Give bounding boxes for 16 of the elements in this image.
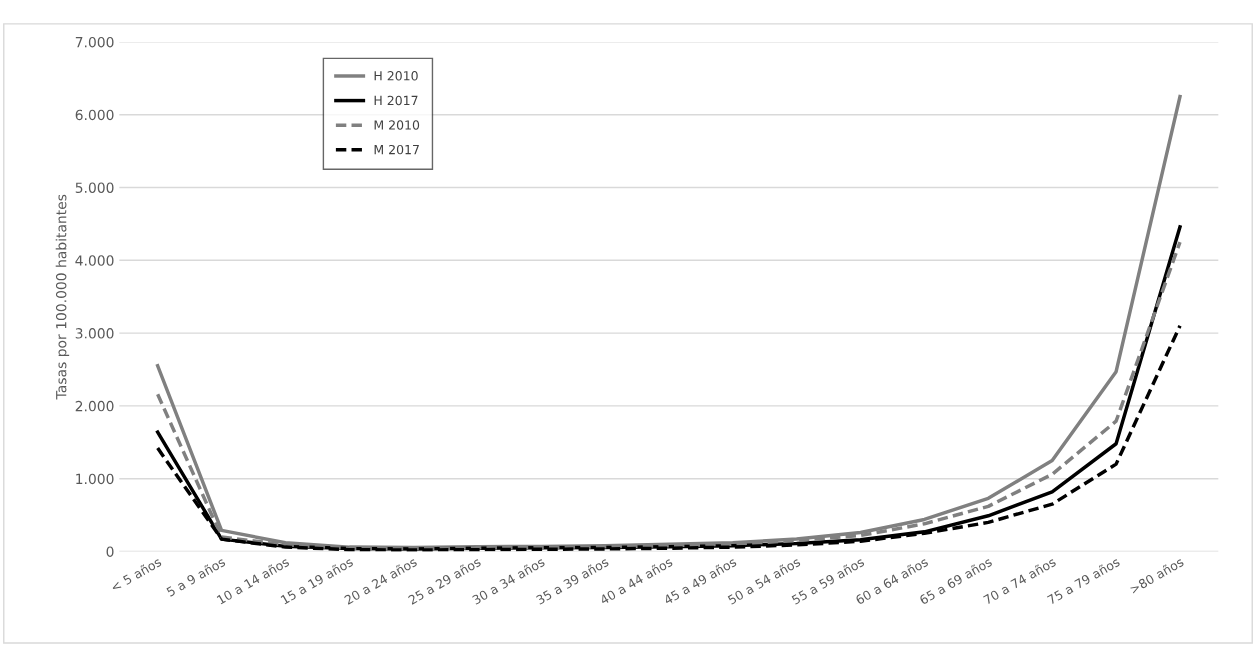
y-tick-label: 2.000 xyxy=(75,400,114,412)
legend-label: H 2017 xyxy=(374,95,418,106)
y-tick-label: 4.000 xyxy=(75,255,114,266)
x-tick-label: < 5 años xyxy=(110,556,162,593)
legend-label: M 2010 xyxy=(374,120,420,130)
legend-label: M 2017 xyxy=(374,144,419,155)
y-tick-label: 7.000 xyxy=(75,36,114,48)
y-axis-title: Tasas por 100.000 habitantes xyxy=(55,194,70,400)
y-tick-label: 1.000 xyxy=(76,473,114,485)
y-tick-label: 3.000 xyxy=(75,328,114,339)
y-tick-label: 6.000 xyxy=(75,109,114,121)
line-series xyxy=(155,94,1182,550)
x-tick-label: >80 años xyxy=(1128,556,1185,595)
y-tick-label: 5.000 xyxy=(75,182,114,193)
y-tick-label: 0 xyxy=(106,546,114,557)
legend-label: H 2010 xyxy=(374,71,418,81)
